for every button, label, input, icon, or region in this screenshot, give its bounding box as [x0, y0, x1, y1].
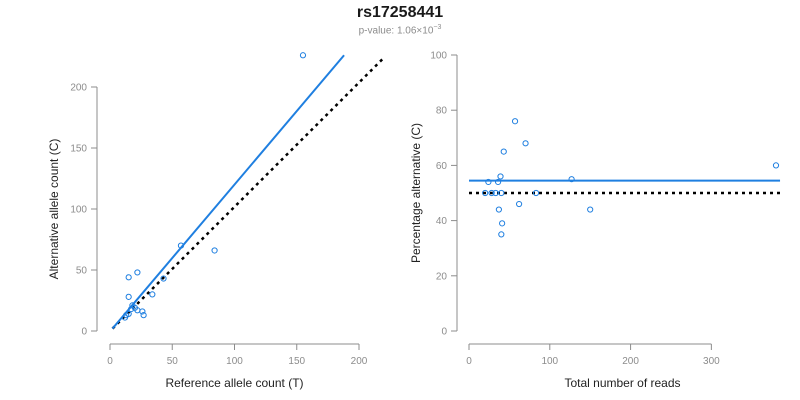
data-point: [211, 247, 218, 254]
data-point: [125, 310, 132, 318]
data-point: [177, 242, 185, 249]
chart-title: rs17258441: [356, 4, 444, 21]
y-tick-label: 40: [436, 216, 448, 227]
p-value-exponent: −3: [433, 24, 442, 31]
y-axis-title: Alternative allele count (C): [47, 139, 61, 280]
data-point: [498, 231, 505, 238]
data-point: [499, 220, 506, 227]
plot-panel-2: 0 100 200 300 0 20 40 60 80 100 Total number of re…: [409, 51, 781, 390]
data-point: [772, 162, 780, 169]
x-tick-label: 0: [466, 356, 472, 367]
data-point: [522, 140, 529, 147]
x-axis-title: Reference allele count (T): [165, 376, 303, 390]
y-axis-title: Percentage alternative (C): [409, 123, 423, 263]
data-point: [140, 312, 147, 319]
data-point: [500, 148, 507, 155]
x-tick-label: 150: [288, 356, 305, 367]
data-point: [587, 206, 594, 213]
x-tick-label: 200: [351, 356, 368, 367]
data-point: [128, 305, 135, 313]
x-tick-label: 50: [167, 356, 179, 367]
x-tick-label: 100: [226, 356, 243, 367]
y-tick-label: 150: [70, 144, 87, 155]
x-tick-label: 200: [622, 356, 639, 367]
chart-subtitle: p-value: 1.06×10−3: [0, 24, 800, 36]
data-point: [299, 52, 307, 59]
y-tick-label: 100: [430, 51, 447, 62]
plot-panel-1: 0 50 100 150 200 0 50 100 150 200 Reference allele…: [47, 52, 385, 390]
y-tick-label: 80: [436, 106, 448, 117]
x-tick-label: 0: [107, 356, 113, 367]
data-point: [515, 200, 523, 208]
data-point: [485, 178, 492, 186]
y-tick-label: 0: [81, 327, 87, 338]
y-tick-label: 200: [70, 83, 87, 94]
y-tick-label: 20: [436, 271, 448, 282]
p-value-text: p-value: 1.06×10: [358, 25, 434, 37]
x-tick-label: 100: [541, 356, 558, 367]
data-point: [125, 293, 132, 300]
y-tick-label: 50: [76, 266, 88, 277]
data-point: [482, 189, 489, 197]
data-point: [488, 189, 495, 197]
data-point: [494, 178, 502, 186]
data-point: [125, 274, 132, 281]
x-axis-title: Total number of reads: [564, 376, 680, 390]
data-point: [495, 206, 502, 213]
reference-line: [111, 56, 385, 330]
data-point: [511, 118, 519, 125]
data-point: [139, 308, 146, 315]
y-tick-label: 0: [441, 327, 447, 338]
y-tick-label: 100: [70, 205, 87, 216]
data-point: [149, 291, 156, 298]
data-point: [532, 189, 540, 197]
fit-line: [111, 54, 345, 330]
x-tick-label: 300: [703, 356, 720, 367]
data-point: [498, 189, 505, 197]
data-point: [497, 173, 504, 180]
y-tick-label: 60: [436, 161, 448, 172]
data-point: [568, 176, 575, 183]
data-point: [134, 269, 141, 276]
data-point: [160, 275, 167, 282]
